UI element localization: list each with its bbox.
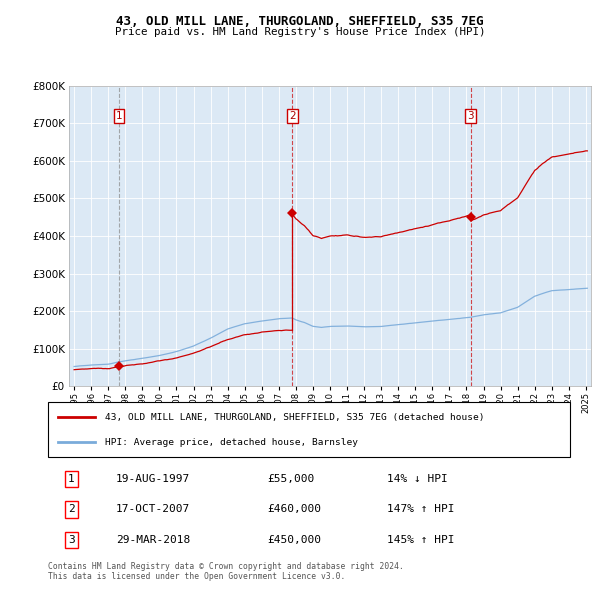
Text: 147% ↑ HPI: 147% ↑ HPI	[388, 504, 455, 514]
Text: 19-AUG-1997: 19-AUG-1997	[116, 474, 190, 484]
Text: 2: 2	[289, 111, 296, 120]
Text: £460,000: £460,000	[267, 504, 321, 514]
Text: 1: 1	[68, 474, 75, 484]
Text: 29-MAR-2018: 29-MAR-2018	[116, 535, 190, 545]
Text: Price paid vs. HM Land Registry's House Price Index (HPI): Price paid vs. HM Land Registry's House …	[115, 27, 485, 37]
Text: 2: 2	[68, 504, 75, 514]
Text: 145% ↑ HPI: 145% ↑ HPI	[388, 535, 455, 545]
Text: 14% ↓ HPI: 14% ↓ HPI	[388, 474, 448, 484]
FancyBboxPatch shape	[48, 402, 570, 457]
Text: £450,000: £450,000	[267, 535, 321, 545]
Text: 17-OCT-2007: 17-OCT-2007	[116, 504, 190, 514]
Text: £55,000: £55,000	[267, 474, 314, 484]
Text: This data is licensed under the Open Government Licence v3.0.: This data is licensed under the Open Gov…	[48, 572, 346, 581]
Text: 3: 3	[467, 111, 474, 120]
Text: 1: 1	[116, 111, 122, 120]
Text: Contains HM Land Registry data © Crown copyright and database right 2024.: Contains HM Land Registry data © Crown c…	[48, 562, 404, 571]
Text: 3: 3	[68, 535, 75, 545]
Text: 43, OLD MILL LANE, THURGOLAND, SHEFFIELD, S35 7EG: 43, OLD MILL LANE, THURGOLAND, SHEFFIELD…	[116, 15, 484, 28]
Text: 43, OLD MILL LANE, THURGOLAND, SHEFFIELD, S35 7EG (detached house): 43, OLD MILL LANE, THURGOLAND, SHEFFIELD…	[106, 412, 485, 422]
Text: HPI: Average price, detached house, Barnsley: HPI: Average price, detached house, Barn…	[106, 438, 358, 447]
